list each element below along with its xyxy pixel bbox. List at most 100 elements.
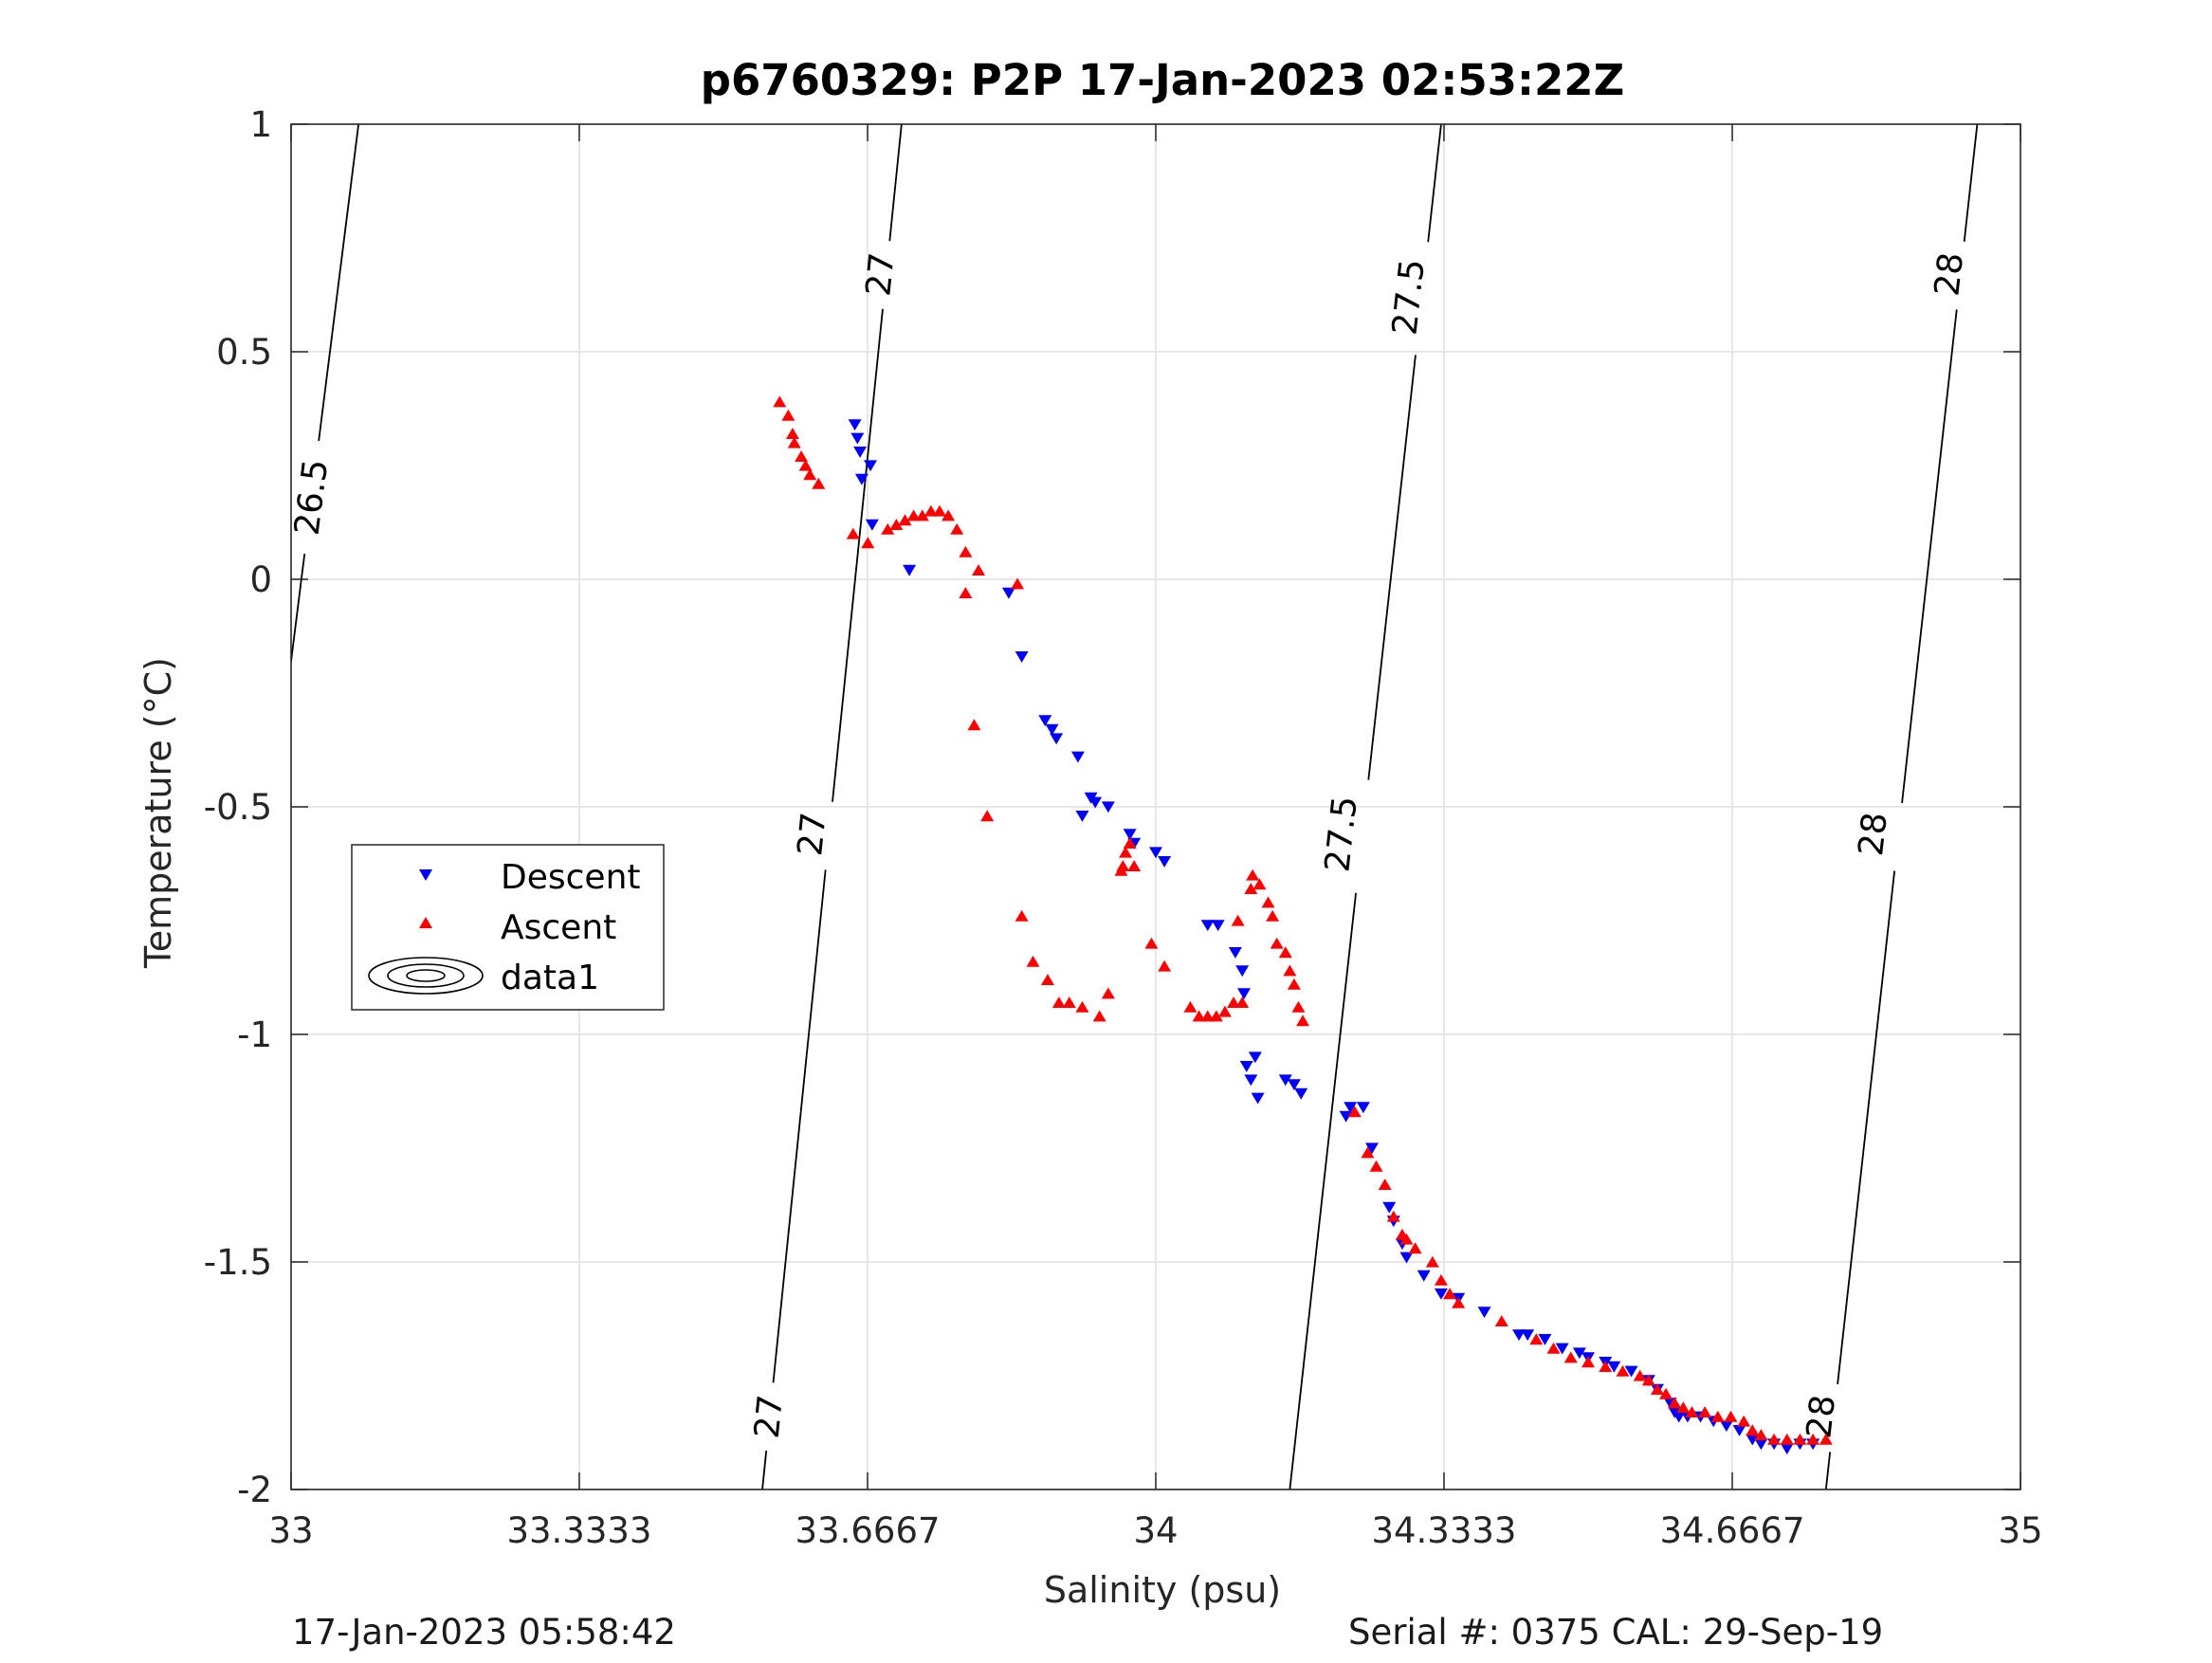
footer-serial-cal: Serial #: 0375 CAL: 29-Sep-19 — [1348, 1612, 1884, 1653]
ascent-marker — [803, 468, 817, 481]
ascent-marker — [1710, 1410, 1725, 1422]
descent-marker — [1045, 723, 1059, 736]
ascent-marker — [1452, 1296, 1466, 1308]
descent-marker — [1555, 1343, 1569, 1355]
ascent-marker — [1369, 1160, 1383, 1172]
density-contour-line — [1427, 124, 1442, 243]
density-contours: 26.5 27 27 27 27.5 27.5 28 28 28 — [288, 124, 1979, 1489]
density-contour-line — [1289, 892, 1357, 1489]
ascent-marker — [959, 545, 973, 557]
ascent-marker — [846, 527, 860, 539]
descent-marker — [1015, 651, 1029, 663]
ascent-marker — [812, 477, 826, 489]
descent-marker — [865, 519, 879, 531]
ascent-marker — [898, 514, 912, 526]
ascent-marker — [1494, 1315, 1508, 1326]
y-tick-label: 0 — [249, 559, 272, 600]
contour-label: 27 — [791, 811, 833, 858]
legend-descent-marker — [419, 869, 432, 881]
ascent-marker — [1227, 996, 1241, 1008]
density-contour-line — [832, 308, 884, 802]
ascent-marker — [1244, 883, 1258, 894]
descent-marker — [854, 473, 868, 485]
ascent-marker — [889, 519, 904, 530]
ascent-marker — [1092, 1010, 1106, 1022]
ascent-marker — [1806, 1433, 1820, 1445]
ascent-marker — [1278, 946, 1292, 959]
descent-marker — [1101, 801, 1115, 813]
ascent-marker — [1754, 1429, 1768, 1440]
descent-marker — [1123, 829, 1137, 841]
descent-marker — [1001, 587, 1015, 599]
ascent-marker — [1616, 1364, 1630, 1377]
density-contour-line — [888, 124, 903, 242]
contour-label: 28 — [1852, 811, 1895, 858]
ascent-marker — [1633, 1369, 1647, 1381]
descent-marker — [1417, 1270, 1431, 1282]
descent-marker — [1278, 1074, 1292, 1087]
ascent-marker — [1434, 1273, 1448, 1286]
ascent-marker — [1737, 1415, 1751, 1427]
ascent-marker — [933, 504, 946, 517]
legend-descent-label: Descent — [501, 858, 641, 897]
contour-label: 26.5 — [288, 457, 337, 538]
ascent-marker — [1287, 978, 1301, 990]
y-tick-label: -1 — [237, 1014, 272, 1055]
descent-marker — [1434, 1288, 1448, 1300]
axes-box — [290, 123, 2021, 1490]
legend-box — [351, 844, 665, 1011]
descent-marker — [1754, 1438, 1768, 1451]
ascent-marker — [980, 810, 995, 822]
descent-marker — [1228, 947, 1242, 959]
x-tick-label: 33.6667 — [795, 1510, 941, 1551]
descent-marker — [1200, 920, 1215, 932]
ascent-marker — [906, 509, 921, 521]
legend-ascent-marker — [419, 917, 432, 928]
ascent-marker — [1599, 1361, 1613, 1372]
ascent-marker — [1399, 1233, 1414, 1245]
descent-marker — [1237, 988, 1252, 1000]
descent-marker — [1521, 1329, 1535, 1342]
descent-marker — [1607, 1361, 1621, 1373]
ascent-marker — [1650, 1383, 1664, 1395]
ascent-marker — [1563, 1351, 1578, 1363]
ascent-marker — [1119, 846, 1133, 858]
descent-marker — [1339, 1110, 1353, 1123]
descent-marker — [1075, 811, 1089, 822]
density-contour-line — [1824, 1452, 1832, 1489]
descent-marker — [1149, 847, 1162, 859]
descent-marker — [1251, 1092, 1265, 1105]
ascent-marker — [1347, 1106, 1362, 1118]
ascent-marker — [1746, 1424, 1760, 1436]
descent-marker — [853, 447, 868, 458]
ascent-marker — [1101, 987, 1115, 999]
legend-contour-icon — [368, 957, 484, 995]
descent-marker — [1070, 751, 1085, 763]
axes: 33 33.3333 33.6667 34 34.3333 34.6667 35 -2 -1.5… — [204, 104, 2043, 1551]
ascent-marker — [1192, 1010, 1206, 1022]
y-tick-label: 1 — [249, 104, 272, 145]
ascent-marker — [959, 587, 973, 598]
descent-marker — [1477, 1307, 1491, 1319]
ascent-marker — [923, 504, 938, 517]
ascent-marker — [972, 564, 986, 576]
descent-marker — [1365, 1142, 1379, 1155]
ascent-marker — [1793, 1433, 1807, 1445]
descent-marker — [1382, 1201, 1397, 1214]
descent-marker — [1780, 1443, 1794, 1455]
descent-marker — [850, 432, 865, 445]
ascent-marker — [787, 436, 801, 448]
descent-marker — [1746, 1434, 1760, 1446]
density-contour-line — [318, 124, 360, 442]
y-tick-label: -2 — [237, 1470, 272, 1510]
ascent-marker — [967, 719, 981, 731]
x-tick-label: 34.6667 — [1660, 1510, 1805, 1551]
legend-ascent-label: Ascent — [501, 908, 616, 947]
descent-marker — [1538, 1334, 1552, 1345]
ascent-marker — [915, 509, 929, 521]
density-contour-line — [1901, 309, 1958, 804]
density-contour-line — [1837, 870, 1896, 1384]
descent-marker — [1672, 1411, 1686, 1423]
ascent-marker — [1425, 1255, 1439, 1268]
